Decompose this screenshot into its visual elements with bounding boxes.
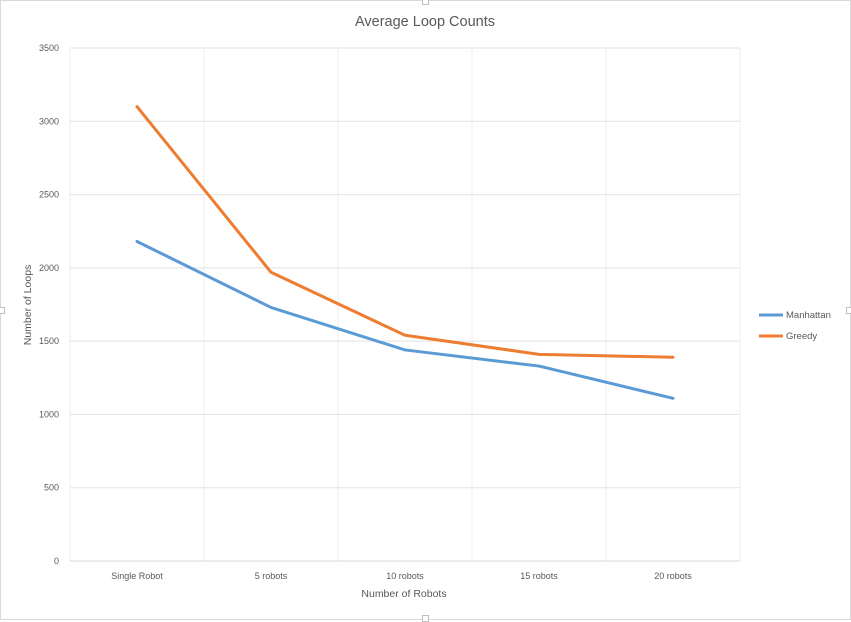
x-tick-label: 10 robots [386,571,424,581]
y-tick-label: 2500 [39,190,59,200]
y-tick-label: 0 [54,556,59,566]
chart-title: Average Loop Counts [355,14,495,30]
legend-label-greedy: Greedy [786,331,817,342]
legend: Manhattan Greedy [759,310,831,342]
x-tick-label: Single Robot [111,571,163,581]
y-tick-label: 500 [44,483,59,493]
resize-handle-top[interactable] [422,0,429,5]
y-axis-label: Number of Loops [22,265,34,346]
y-tick-label: 1500 [39,336,59,346]
x-axis-label: Number of Robots [361,588,446,600]
y-tick-label: 1000 [39,409,59,419]
x-tick-label: 15 robots [520,571,558,581]
x-axis-ticks: Single Robot 5 robots 10 robots 15 robots 20… [111,571,692,581]
y-tick-label: 3500 [39,43,59,53]
series-lines [135,105,675,400]
y-axis-ticks: 0 500 1000 1500 2000 2500 3000 3500 [39,43,59,566]
series-line-manhattan [135,239,675,400]
resize-handle-left[interactable] [0,307,5,314]
x-tick-label: 20 robots [654,571,692,581]
series-line-greedy [135,105,675,359]
y-tick-label: 3000 [39,116,59,126]
legend-label-manhattan: Manhattan [786,310,831,321]
y-tick-label: 2000 [39,263,59,273]
x-tick-label: 5 robots [255,571,288,581]
resize-handle-right[interactable] [846,307,851,314]
gridlines [69,47,741,562]
